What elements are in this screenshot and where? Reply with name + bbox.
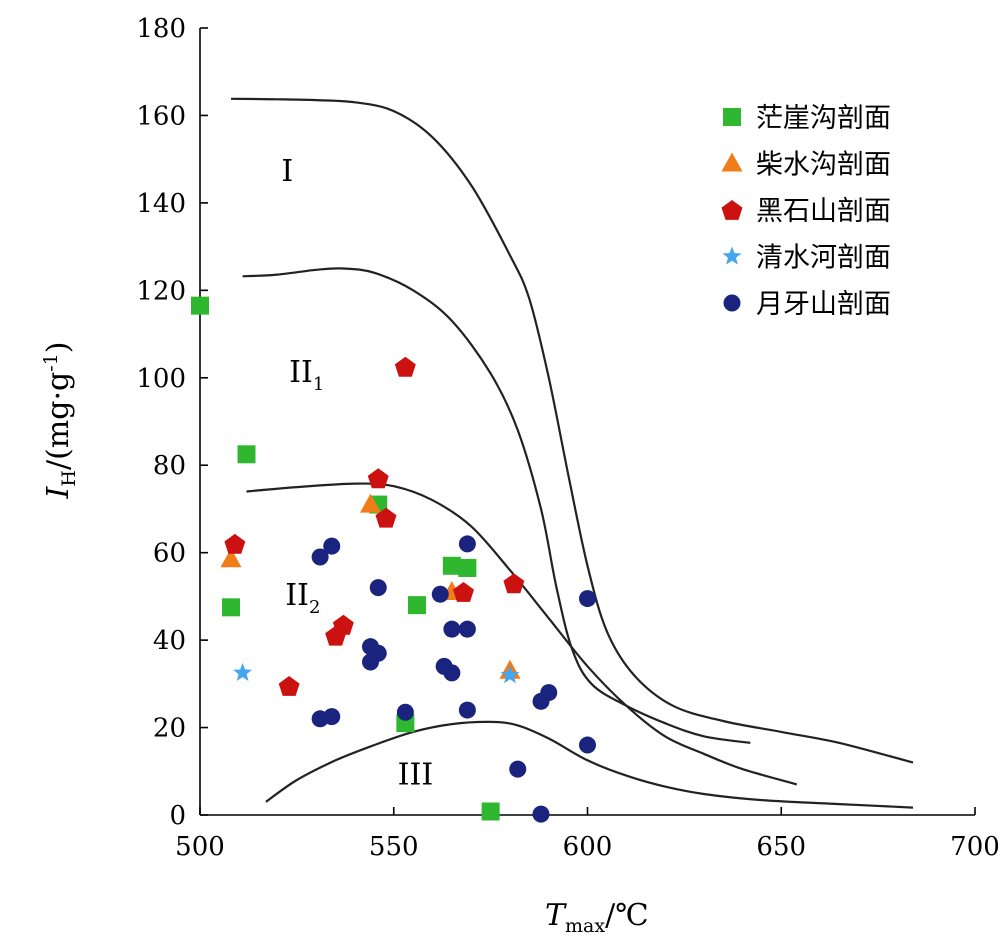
data-point-circle xyxy=(362,653,379,671)
y-tick-label: 100 xyxy=(136,364,186,394)
series-square xyxy=(191,296,500,821)
x-tick-label: 600 xyxy=(563,832,613,862)
data-point-triangle xyxy=(360,493,381,513)
data-point-circle xyxy=(443,620,461,638)
data-point-circle xyxy=(396,703,414,721)
region-label-1: I xyxy=(281,154,293,189)
data-point-circle xyxy=(311,548,329,566)
data-point-circle xyxy=(458,535,476,553)
region-boundaries xyxy=(230,97,914,809)
data-point-circle xyxy=(369,579,387,597)
data-point-pentagon xyxy=(394,356,416,377)
legend-label: 柴水沟剖面 xyxy=(756,150,891,181)
data-point-triangle xyxy=(220,548,242,568)
region-label-4: III xyxy=(398,757,434,792)
legend-label: 茫崖沟剖面 xyxy=(756,103,891,134)
legend-marker-star xyxy=(722,246,742,265)
x-tick-label: 700 xyxy=(950,832,1000,862)
data-point-pentagon xyxy=(367,468,389,489)
y-tick-label: 20 xyxy=(153,714,186,744)
data-point-circle xyxy=(443,664,461,682)
data-point-square xyxy=(458,558,477,577)
data-point-circle xyxy=(323,708,341,726)
data-point-pentagon xyxy=(453,582,474,602)
data-point-star xyxy=(233,662,253,681)
legend-marker-circle xyxy=(723,294,741,312)
y-tick-label: 0 xyxy=(169,801,186,831)
region-label-2: II1 xyxy=(289,355,324,395)
data-point-square xyxy=(191,296,209,315)
region-labels: I II1 II2 III xyxy=(281,154,433,792)
x-tick-label: 550 xyxy=(369,832,419,862)
data-point-pentagon xyxy=(325,625,347,646)
y-tick-label: 120 xyxy=(136,276,186,306)
data-point-circle xyxy=(579,590,596,608)
data-point-circle xyxy=(579,736,596,754)
data-point-circle xyxy=(532,805,550,823)
data-point-star xyxy=(500,665,520,684)
data-point-circle xyxy=(323,537,341,555)
data-point-pentagon xyxy=(278,676,300,696)
data-point-square xyxy=(237,445,256,464)
data-point-square xyxy=(442,556,461,575)
data-point-pentagon xyxy=(375,507,397,528)
y-tick-label: 40 xyxy=(153,626,186,656)
legend-marker-triangle xyxy=(721,152,743,172)
boundary-curve-4 xyxy=(265,720,914,809)
y-tick-label: 80 xyxy=(153,451,186,481)
y-tick-label: 60 xyxy=(153,539,186,569)
data-point-square xyxy=(222,598,240,617)
legend-label: 黑石山剖面 xyxy=(756,196,891,227)
data-point-pentagon xyxy=(224,533,246,554)
legend-label: 月牙山剖面 xyxy=(756,289,891,320)
x-tick-label: 500 xyxy=(175,832,225,862)
region-label-3: II2 xyxy=(285,578,320,618)
y-tick-label: 140 xyxy=(136,189,186,219)
y-tick-label: 160 xyxy=(136,101,186,131)
series-circle xyxy=(311,535,596,823)
data-points xyxy=(191,296,596,823)
boundary-curve-3 xyxy=(246,482,798,786)
boundary-curve-1 xyxy=(230,97,914,764)
legend-marker-square xyxy=(723,108,741,126)
axes: 500 550 600 650 700 0 20 40 60 80 100 120 140 160 180 xyxy=(136,14,999,862)
data-point-circle xyxy=(458,620,476,638)
data-point-circle xyxy=(509,760,527,778)
legend-label: 清水河剖面 xyxy=(756,243,891,274)
series-star xyxy=(233,662,520,684)
x-tick-label: 650 xyxy=(756,832,806,862)
legend-marker-pentagon xyxy=(721,200,743,220)
y-tick-label: 180 xyxy=(136,14,186,44)
data-point-square xyxy=(481,802,500,821)
data-point-circle xyxy=(431,585,449,603)
data-point-circle xyxy=(458,701,476,719)
data-point-pentagon xyxy=(503,573,525,594)
x-axis-title: Tmax/℃ xyxy=(545,898,649,937)
series-pentagon xyxy=(224,356,525,696)
data-point-square xyxy=(408,596,426,615)
data-point-circle xyxy=(532,692,550,710)
axis-titles: Tmax/℃ IH/(mg·g-1) xyxy=(40,342,649,937)
boundary-curve-2 xyxy=(242,267,751,744)
y-axis-title: IH/(mg·g-1) xyxy=(40,342,80,500)
